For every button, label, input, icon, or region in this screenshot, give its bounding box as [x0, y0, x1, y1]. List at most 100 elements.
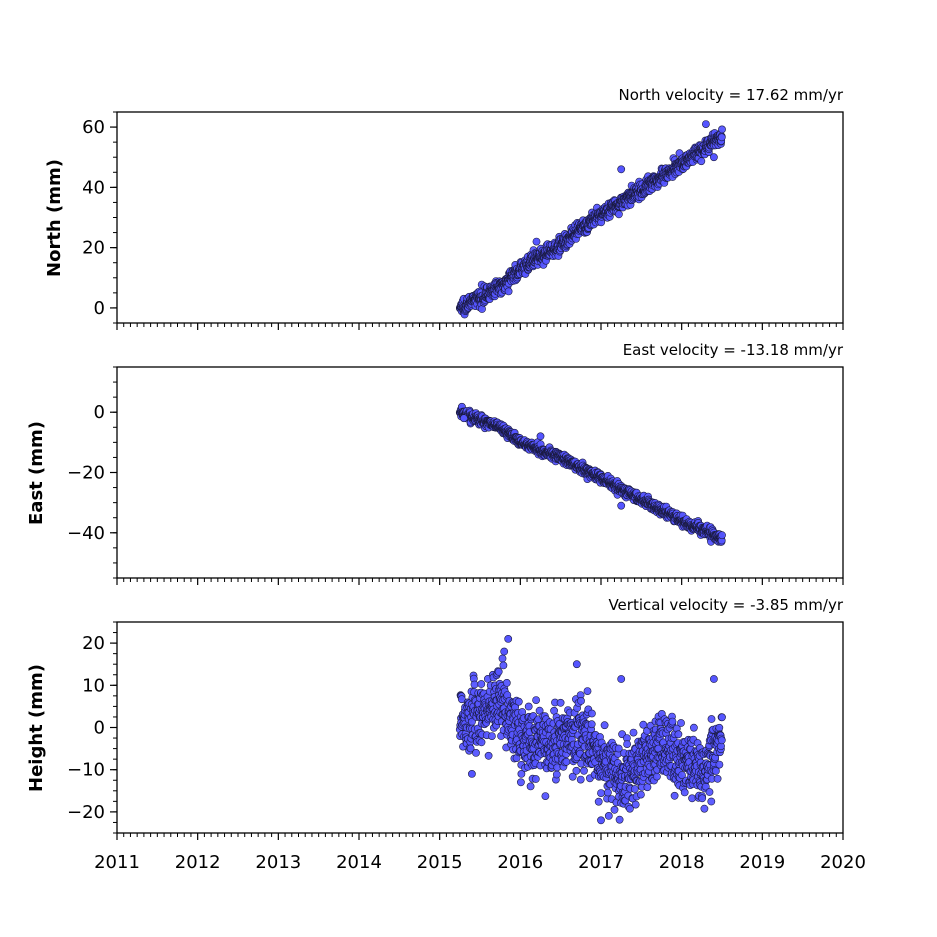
data-point	[504, 287, 513, 296]
data-point	[562, 757, 571, 766]
data-point	[583, 687, 592, 695]
data-point	[531, 775, 540, 783]
data-point	[556, 698, 565, 707]
east-panel: −40 −20 0 East velocity = -13.18 mm/yr Eas…	[26, 341, 844, 585]
data-point	[674, 730, 683, 739]
data-point-outlier	[459, 414, 468, 423]
height-panel: −20 −10 0 10 20 2011 2012 2013 2014 2015 2016 2017 2…	[26, 596, 866, 873]
x-tick-label: 2012	[175, 852, 221, 873]
height-axes: −20 −10 0 10 20 2011 2012 2013 2014 2015 2016 2017 2…	[67, 621, 866, 873]
data-point	[615, 815, 624, 824]
x-tick-label: 2011	[94, 852, 140, 873]
data-point-outlier	[617, 675, 626, 683]
data-point	[677, 719, 685, 727]
y-tick-label: −40	[67, 523, 105, 544]
east-ylabel: East (mm)	[26, 421, 47, 525]
data-point	[514, 697, 523, 706]
data-point	[535, 706, 544, 715]
data-point	[604, 812, 613, 820]
data-point	[712, 767, 720, 775]
data-point	[580, 766, 588, 775]
data-point	[517, 770, 526, 778]
east-velocity-title: East velocity = -13.18 mm/yr	[623, 341, 844, 359]
y-tick-label: 20	[82, 633, 105, 654]
data-point	[705, 788, 714, 796]
data-point	[466, 744, 475, 753]
data-point	[576, 775, 585, 784]
data-point	[487, 732, 496, 740]
data-point	[502, 679, 511, 687]
data-point	[594, 797, 603, 806]
x-tick-label: 2015	[417, 852, 463, 873]
east-axes: −40 −20 0	[67, 366, 844, 585]
data-point	[626, 804, 634, 813]
data-point	[623, 740, 631, 748]
data-point	[630, 785, 639, 793]
data-point-outlier	[702, 120, 710, 128]
data-point	[643, 783, 652, 792]
data-point	[717, 736, 726, 745]
data-point	[668, 717, 677, 726]
x-tick-label: 2016	[497, 852, 543, 873]
east-points	[455, 402, 726, 546]
data-point	[678, 771, 686, 779]
data-point	[472, 749, 480, 757]
data-point-outlier	[597, 816, 605, 825]
data-point-outlier	[532, 237, 541, 246]
data-point	[707, 797, 716, 806]
x-tick-label: 2019	[739, 852, 785, 873]
y-tick-label: 60	[82, 117, 105, 138]
data-point	[498, 654, 507, 663]
vertical-velocity-title: Vertical velocity = -3.85 mm/yr	[608, 596, 843, 614]
y-tick-label: −20	[67, 802, 105, 823]
y-tick-label: −20	[67, 463, 105, 484]
data-point	[615, 210, 623, 219]
data-point	[715, 723, 724, 732]
data-point	[587, 720, 596, 729]
y-tick-label: 0	[94, 718, 105, 739]
data-point-outlier	[504, 635, 513, 643]
data-point	[484, 751, 493, 760]
data-point	[577, 697, 585, 705]
north-points	[455, 120, 726, 319]
x-tick-label: 2014	[336, 852, 382, 873]
data-point	[588, 709, 596, 718]
data-point	[718, 531, 726, 540]
data-point-outlier	[536, 432, 545, 441]
data-point-outlier	[710, 675, 718, 683]
data-point	[526, 782, 535, 791]
x-tick-label: 2013	[255, 852, 301, 873]
data-point-outlier	[572, 660, 581, 669]
data-point	[524, 702, 533, 711]
data-point	[653, 772, 661, 781]
data-point	[718, 713, 726, 722]
y-tick-label: −10	[67, 760, 105, 781]
x-tick-label: 2020	[820, 852, 866, 873]
data-point	[715, 760, 724, 769]
data-point-outlier	[710, 153, 718, 162]
data-point	[690, 723, 698, 732]
data-point	[717, 133, 726, 142]
data-point	[604, 788, 612, 797]
y-tick-label: 40	[82, 177, 105, 198]
north-ylabel: North (mm)	[44, 159, 65, 277]
data-point	[637, 790, 645, 799]
north-velocity-title: North velocity = 17.62 mm/yr	[619, 86, 844, 104]
y-tick-label: 10	[82, 675, 105, 696]
data-point	[631, 800, 640, 809]
y-tick-label: 0	[94, 298, 105, 319]
data-point	[680, 788, 689, 797]
data-point	[572, 766, 581, 775]
data-point	[600, 721, 609, 730]
data-point	[700, 804, 709, 813]
data-point	[670, 791, 679, 800]
data-point	[477, 680, 486, 688]
data-point	[610, 805, 619, 814]
data-point	[457, 695, 466, 704]
data-point	[713, 774, 722, 783]
data-point	[568, 772, 577, 781]
data-point	[532, 696, 540, 704]
north-axes: 0 20 40 60	[82, 111, 844, 330]
data-point	[494, 667, 503, 676]
